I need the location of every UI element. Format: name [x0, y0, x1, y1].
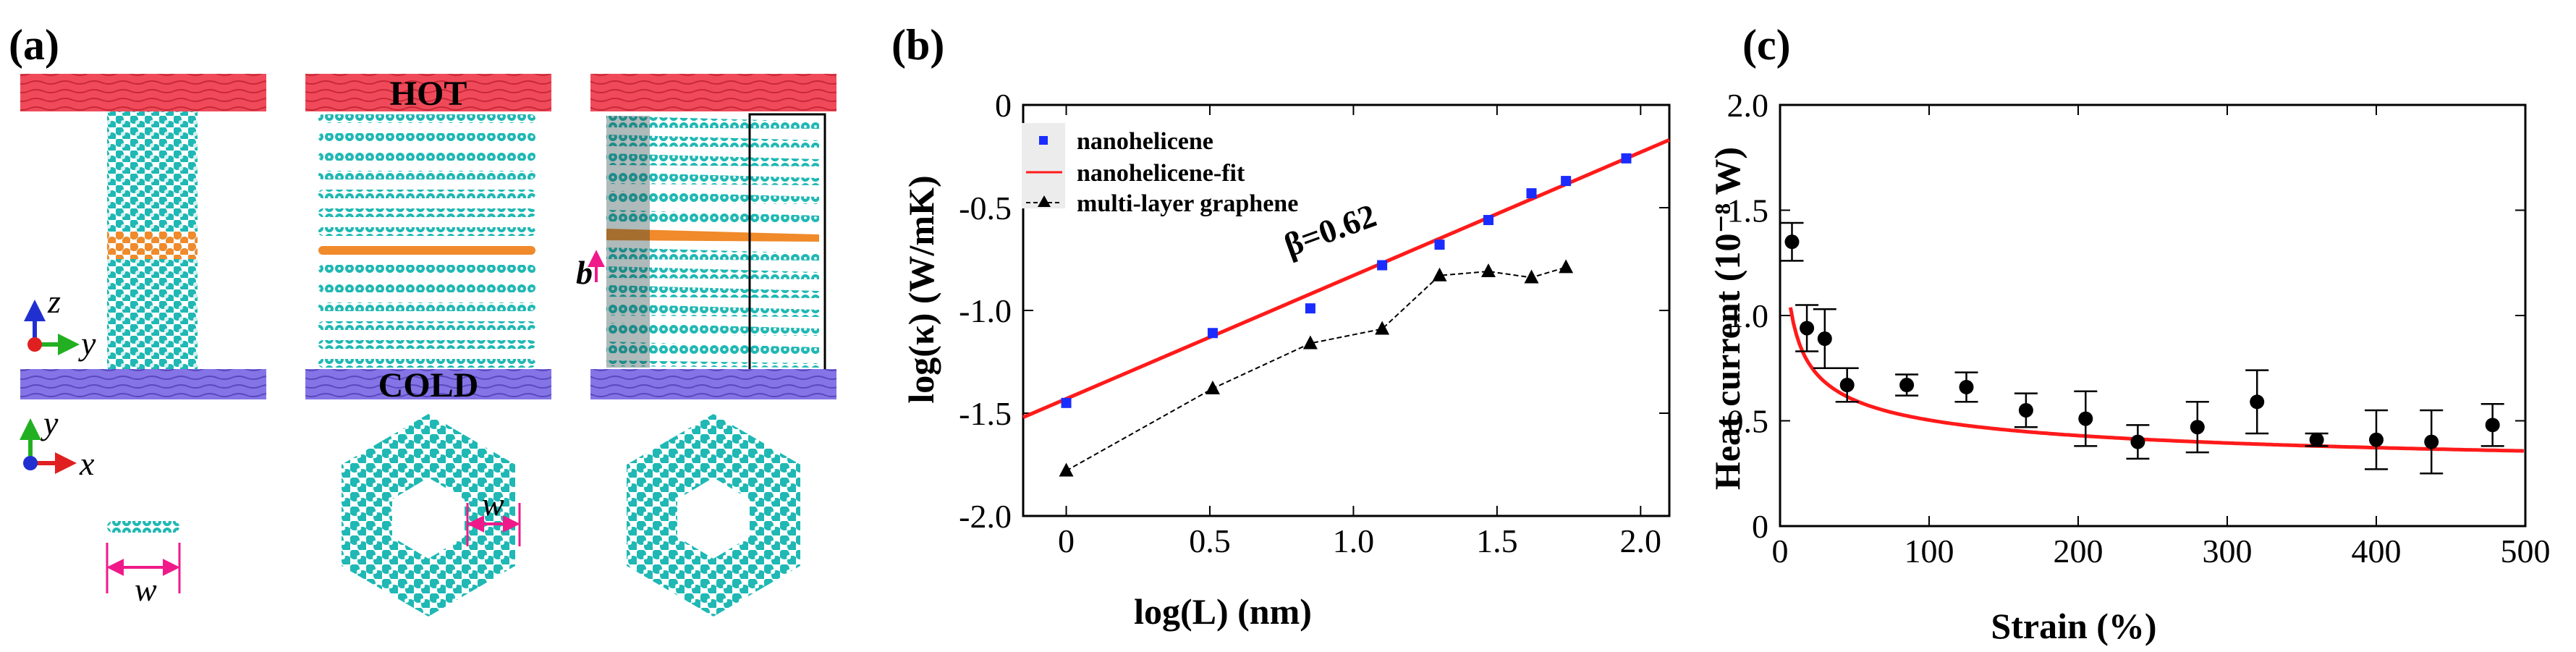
data-point-nanohelicene	[1561, 176, 1572, 187]
data-point-heat-current	[1784, 234, 1800, 250]
chart-b-xlabel: log(L) (nm)	[1134, 591, 1312, 632]
chart-b: 0 0.5 1.0 1.5 2.0 0 -0.5 -1.0 -1.5 -2.0	[959, 87, 1671, 559]
panel-c: (c) 0 100 200 300 400 500 0 0.5 1.0 1.5 2.0 Strain…	[1707, 21, 2551, 646]
legend-marker-square	[1039, 136, 1048, 145]
x-tick-label: 300	[2203, 533, 2253, 570]
data-point-nanohelicene	[1207, 328, 1218, 339]
data-point-heat-current	[1839, 378, 1855, 393]
data-point-heat-current	[2485, 418, 2500, 433]
data-point-graphene	[1059, 462, 1074, 477]
data-point-nanohelicene	[1526, 188, 1537, 199]
axes-indicator-zy: z y	[24, 283, 96, 362]
x-tick-label: 100	[1905, 533, 1954, 570]
legend-label-graphene: multi-layer graphene	[1077, 190, 1298, 217]
y-tick-label: -0.5	[959, 190, 1012, 226]
x-tick-label: 0.5	[1189, 522, 1231, 559]
orange-layer	[318, 246, 535, 255]
data-point-graphene	[1302, 335, 1318, 350]
data-point-graphene	[1205, 380, 1220, 394]
chart-c-ylabel: Heat current (10⁻⁸ W)	[1707, 147, 1747, 490]
axis-x-label: x	[79, 445, 95, 482]
hot-label: HOT	[390, 75, 467, 113]
data-point-nanohelicene	[1434, 240, 1445, 250]
chart-c: 0 100 200 300 400 500 0 0.5 1.0 1.5 2.0	[1727, 87, 2551, 570]
data-point-graphene	[1375, 321, 1390, 335]
legend-label-nanohelicene: nanohelicene	[1077, 128, 1213, 155]
data-point-heat-current	[2190, 420, 2205, 435]
x-tick-label: 1.0	[1333, 522, 1375, 559]
axis-y-label-bottom: y	[41, 405, 59, 441]
data-point-heat-current	[2018, 402, 2033, 418]
y-tick-label: 1.0	[1727, 297, 1769, 334]
data-point-nanohelicene	[1061, 397, 1072, 408]
plot-frame	[1779, 103, 2527, 528]
x-tick-label: 500	[2501, 533, 2551, 570]
y-tick-label: -1.0	[959, 292, 1012, 329]
data-point-heat-current	[2369, 432, 2384, 447]
width-label-hex: w	[482, 486, 504, 522]
y-tick-label: 1.5	[1727, 192, 1769, 229]
panel-a-label: (a)	[9, 21, 59, 69]
panel-a: (a) z y y x	[9, 21, 836, 617]
chart-b-ylabel: log(κ) (W/mK)	[901, 175, 941, 403]
x-tick-label: 0	[1058, 522, 1075, 559]
chart-c-xlabel: Strain (%)	[1991, 606, 2156, 646]
structure-multilayer: HOT COLD	[305, 74, 551, 405]
x-tick-label: 400	[2352, 533, 2402, 570]
axis-y-label: y	[78, 325, 96, 362]
fit-curve-heat-current	[1788, 307, 2524, 453]
x-tick-label: 200	[2054, 533, 2103, 570]
y-tick-label: 2.0	[1727, 87, 1769, 124]
data-point-heat-current	[1959, 379, 1974, 394]
legend-label-fit: nanohelicene-fit	[1077, 160, 1245, 187]
data-point-heat-current	[2078, 411, 2093, 426]
data-point-heat-current	[2424, 434, 2439, 449]
legend-marker-triangle	[1038, 195, 1051, 207]
ribbon-cross-section: w	[106, 521, 181, 608]
series-line-graphene	[1066, 266, 1567, 472]
data-point-nanohelicene	[1621, 153, 1632, 164]
data-point-graphene	[1480, 263, 1496, 278]
y-tick-label: -1.5	[959, 395, 1012, 432]
y-tick-label: 0.5	[1727, 403, 1769, 440]
fit-line-nanohelicene	[1022, 137, 1670, 419]
width-label-w: w	[135, 571, 157, 608]
ribbon-orange-layer	[107, 232, 198, 259]
y-tick-label: -2.0	[959, 498, 1012, 535]
data-point-heat-current	[1800, 321, 1815, 336]
legend-shade	[1022, 123, 1065, 208]
data-point-heat-current	[1899, 378, 1915, 393]
pitch-label-b: b	[576, 254, 593, 291]
cold-label: COLD	[378, 366, 479, 405]
data-point-nanohelicene	[1483, 215, 1494, 226]
data-point-nanohelicene	[1377, 260, 1388, 271]
hexagon-flake-middle: w	[342, 414, 521, 617]
chart-b-legend: nanohelicene nanohelicene-fit multi-laye…	[1022, 123, 1298, 217]
hexagon-flake-right	[627, 414, 800, 617]
panel-c-label: (c)	[1742, 21, 1791, 69]
data-point-heat-current	[2250, 394, 2265, 410]
y-tick-label: 0	[995, 87, 1012, 124]
structure-helicene: b	[576, 74, 836, 399]
data-point-nanohelicene	[1305, 303, 1315, 314]
x-tick-label: 2.0	[1620, 522, 1662, 559]
panel-b-label: (b)	[891, 21, 944, 69]
y-tick-label: 0	[1752, 508, 1768, 545]
data-point-graphene	[1559, 259, 1574, 274]
data-point-heat-current	[1817, 331, 1832, 347]
panel-b: (b) 0 0.5 1.0 1.5 2.0 0 -0.5 -1.0 -1.5 -2.0 log(L…	[891, 21, 1671, 632]
structure-ribbon	[20, 74, 266, 399]
axes-indicator-yx: y x	[20, 405, 95, 482]
data-point-graphene	[1524, 269, 1539, 284]
data-point-graphene	[1432, 267, 1447, 281]
data-point-heat-current	[2309, 432, 2324, 447]
x-tick-label: 0	[1772, 533, 1789, 570]
data-point-heat-current	[2130, 434, 2145, 449]
x-tick-label: 1.5	[1476, 522, 1518, 559]
axis-z-label: z	[47, 283, 61, 320]
